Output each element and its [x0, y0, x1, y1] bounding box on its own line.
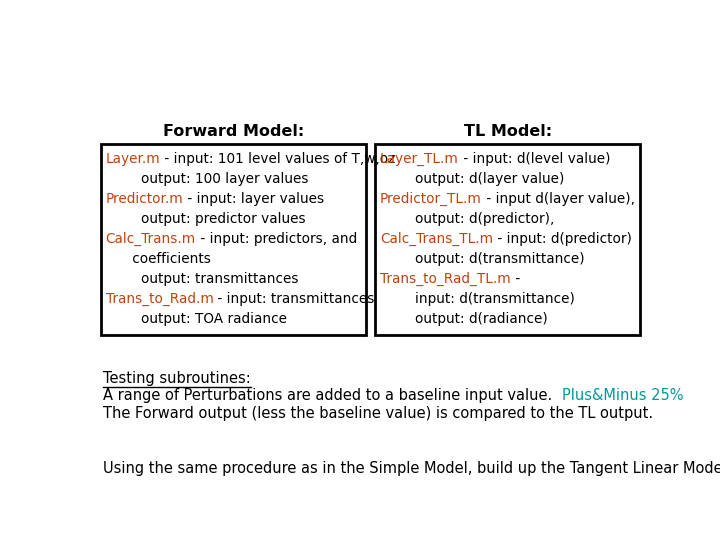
Text: - input: d(predictor): - input: d(predictor)	[493, 232, 632, 246]
Text: Layer_TL.m: Layer_TL.m	[380, 152, 459, 166]
Text: coefficients: coefficients	[106, 252, 210, 266]
Text: Using the same procedure as in the Simple Model, build up the Tangent Linear Mod: Using the same procedure as in the Simpl…	[103, 461, 720, 476]
Text: Layer.m: Layer.m	[106, 152, 161, 166]
Text: output: 100 layer values: output: 100 layer values	[106, 172, 308, 186]
Text: - input d(layer value),: - input d(layer value),	[482, 192, 635, 206]
Text: Calc_Trans.m: Calc_Trans.m	[106, 232, 196, 246]
Text: output: transmittances: output: transmittances	[106, 272, 298, 286]
Text: -: -	[510, 272, 520, 286]
FancyBboxPatch shape	[101, 144, 366, 335]
Text: output: d(transmittance): output: d(transmittance)	[380, 252, 585, 266]
Text: - input: d(level value): - input: d(level value)	[459, 152, 611, 166]
Text: - input: transmittances: - input: transmittances	[213, 292, 374, 306]
Text: Plus&Minus 25%: Plus&Minus 25%	[562, 388, 683, 403]
Text: output: TOA radiance: output: TOA radiance	[106, 312, 287, 326]
Text: Calc_Trans_TL.m: Calc_Trans_TL.m	[380, 232, 493, 246]
Text: Testing subroutines:: Testing subroutines:	[103, 372, 251, 386]
Text: Predictor_TL.m: Predictor_TL.m	[380, 192, 482, 206]
Text: Trans_to_Rad.m: Trans_to_Rad.m	[106, 292, 213, 306]
Text: The Forward output (less the baseline value) is compared to the TL output.: The Forward output (less the baseline va…	[103, 406, 653, 421]
Text: output: d(predictor),: output: d(predictor),	[380, 212, 554, 226]
Text: output: predictor values: output: predictor values	[106, 212, 305, 226]
Text: output: d(layer value): output: d(layer value)	[380, 172, 564, 186]
Text: Predictor.m: Predictor.m	[106, 192, 184, 206]
Text: A range of Perturbations are added to a baseline input value.: A range of Perturbations are added to a …	[103, 388, 562, 403]
Text: TL Model:: TL Model:	[464, 124, 552, 139]
Text: Trans_to_Rad_TL.m: Trans_to_Rad_TL.m	[380, 272, 510, 286]
Text: input: d(transmittance): input: d(transmittance)	[380, 292, 575, 306]
FancyBboxPatch shape	[375, 144, 640, 335]
Text: Forward Model:: Forward Model:	[163, 124, 304, 139]
Text: - input: layer values: - input: layer values	[184, 192, 325, 206]
Text: - input: predictors, and: - input: predictors, and	[196, 232, 357, 246]
Text: - input: 101 level values of T,w,oz: - input: 101 level values of T,w,oz	[161, 152, 395, 166]
Text: output: d(radiance): output: d(radiance)	[380, 312, 548, 326]
